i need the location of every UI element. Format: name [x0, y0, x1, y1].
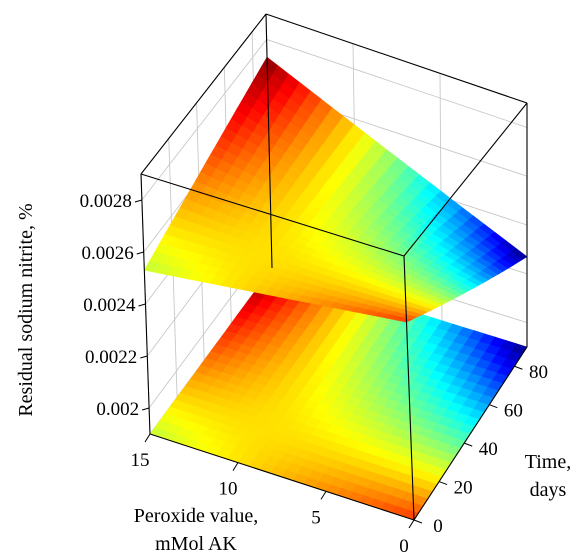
y-tick-label: 60: [504, 401, 523, 422]
box-frame: [140, 13, 528, 521]
z-tick-label: 0.0028: [80, 191, 132, 212]
z-tick: [140, 355, 148, 359]
z-tick: [138, 303, 146, 307]
x-tick: [232, 462, 239, 471]
y-tick: [514, 365, 523, 370]
frame-edge: [413, 346, 528, 521]
surface-cell: [394, 316, 413, 323]
frame-edge: [140, 13, 267, 175]
x-axis-label-line2: mMol AK: [155, 533, 237, 555]
z-tick: [134, 199, 143, 203]
z-tick: [136, 251, 144, 255]
x-tick-label: 15: [131, 450, 150, 471]
y-tick-label: 20: [454, 478, 473, 499]
axis-ticks: 0.0028 0.0026 0.0024 0.0022 0.002 15 10 5 0 0 20 40…: [80, 191, 548, 557]
y-tick-label: 80: [529, 362, 548, 383]
x-tick-label: 0: [399, 536, 409, 557]
grid-line: [141, 39, 267, 201]
frame-edge: [149, 433, 415, 521]
z-tick: [141, 407, 150, 411]
frame-edge: [265, 13, 273, 269]
grid-line: [266, 38, 528, 128]
x-axis-label-line1: Peroxide value,: [134, 505, 258, 527]
z-tick-label: 0.0026: [81, 243, 133, 264]
x-tick-label: 5: [311, 507, 321, 528]
frame-edge: [403, 255, 415, 521]
x-tick-label: 10: [219, 479, 238, 500]
frame-edge: [140, 173, 405, 257]
frame-edge: [265, 13, 528, 104]
y-axis-label-line1: Time,: [525, 451, 572, 473]
x-tick: [144, 433, 151, 443]
y-tick-label: 40: [479, 439, 498, 460]
z-tick-label: 0.0024: [83, 295, 136, 316]
x-tick: [408, 519, 415, 529]
z-tick-label: 0.0022: [85, 347, 137, 368]
y-tick: [489, 404, 498, 409]
x-tick: [320, 491, 327, 500]
y-tick: [464, 442, 473, 447]
z-tick-label: 0.002: [96, 399, 139, 420]
y-tick: [413, 519, 423, 524]
y-axis-label-line2: days: [530, 479, 567, 501]
z-axis-label: Residual sodium nitrite, %: [15, 203, 37, 416]
response-surface: [143, 56, 528, 323]
y-tick-label: 0: [433, 516, 443, 537]
y-tick: [438, 481, 448, 486]
frame-edge: [403, 102, 528, 257]
